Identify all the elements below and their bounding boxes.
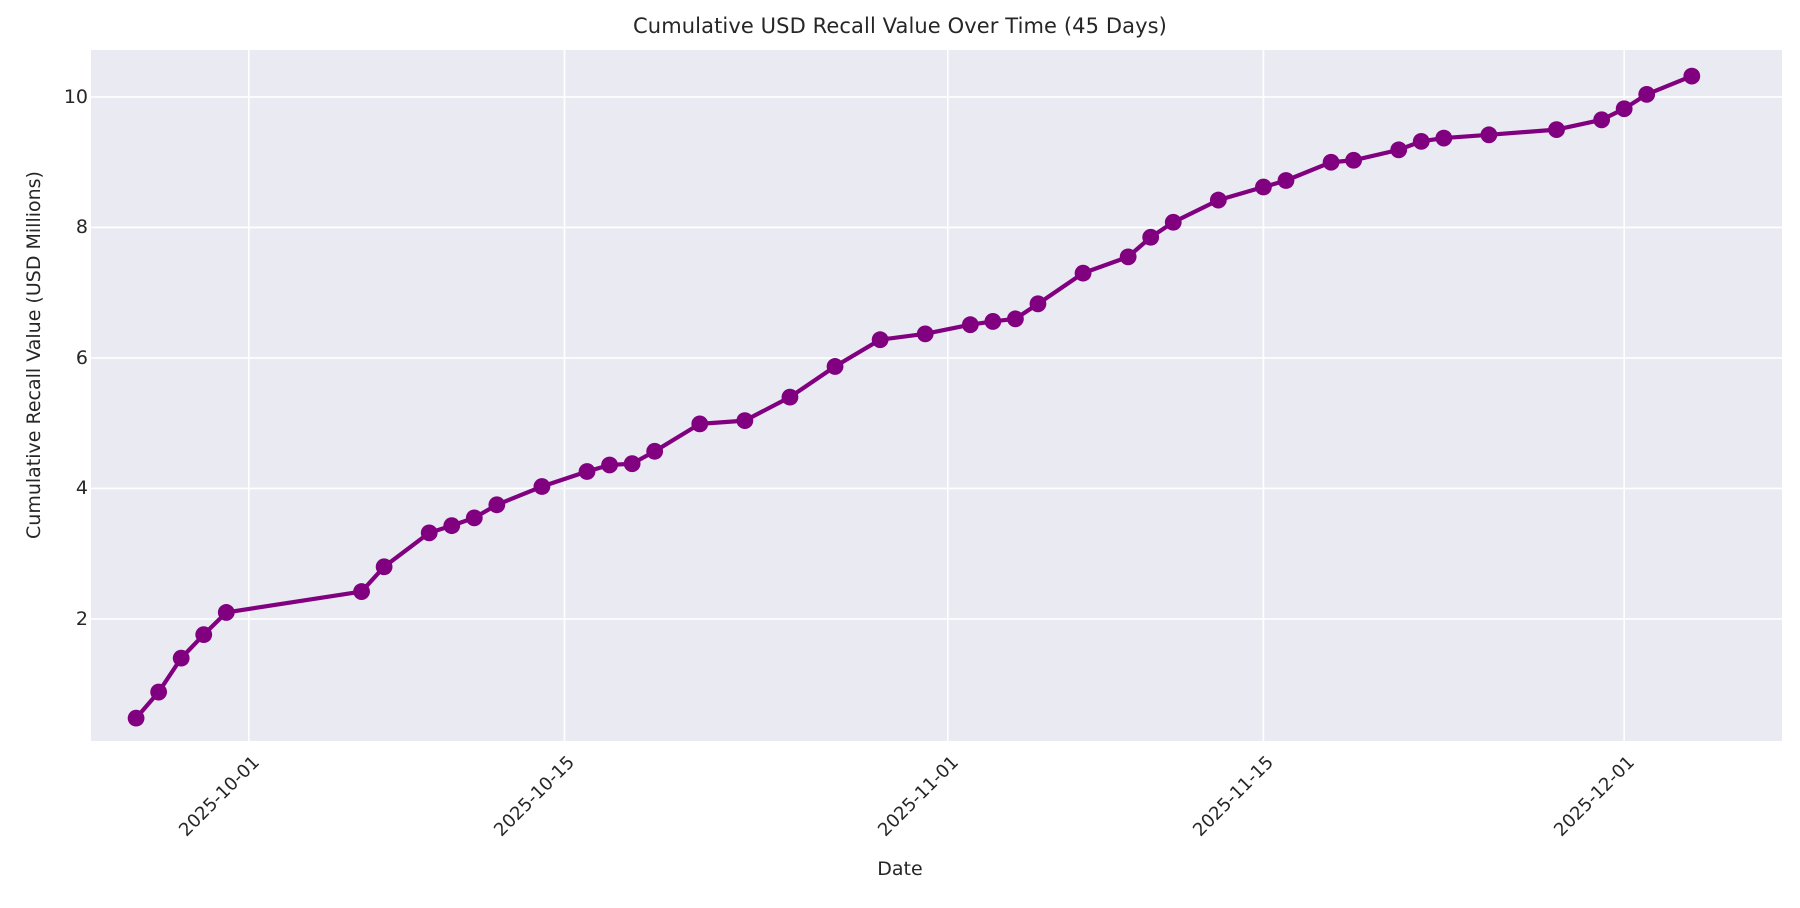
data-point bbox=[488, 496, 506, 514]
data-point bbox=[1142, 228, 1160, 246]
data-point bbox=[1435, 129, 1453, 147]
data-point bbox=[375, 558, 393, 576]
data-point bbox=[1322, 153, 1340, 171]
data-point bbox=[646, 442, 664, 460]
data-point bbox=[916, 325, 934, 343]
x-tick-label: 2025-11-01 bbox=[873, 752, 963, 841]
data-point bbox=[871, 331, 889, 349]
y-tick-label: 8 bbox=[75, 216, 88, 239]
x-tick-label: 2025-11-15 bbox=[1189, 752, 1279, 841]
data-point bbox=[1593, 111, 1611, 129]
y-tick-label: 4 bbox=[75, 477, 88, 500]
data-point bbox=[1390, 141, 1408, 159]
data-point bbox=[150, 683, 168, 701]
data-point bbox=[601, 456, 618, 474]
data-point bbox=[826, 358, 844, 375]
data-point bbox=[1412, 132, 1430, 150]
data-point bbox=[533, 478, 551, 495]
data-point bbox=[353, 583, 370, 600]
data-point bbox=[984, 313, 1002, 330]
data-point bbox=[195, 626, 213, 644]
data-point bbox=[1209, 191, 1227, 209]
plot-area bbox=[91, 50, 1782, 741]
chart-title: Cumulative USD Recall Value Over Time (4… bbox=[633, 14, 1167, 38]
data-point bbox=[1255, 178, 1272, 196]
data-point bbox=[1277, 172, 1295, 189]
data-point bbox=[1007, 310, 1024, 328]
data-point bbox=[1480, 126, 1498, 144]
line-series bbox=[127, 67, 1701, 727]
data-point bbox=[578, 463, 596, 480]
x-tick-label: 2025-12-01 bbox=[1550, 752, 1640, 841]
data-point bbox=[781, 388, 799, 406]
data-point bbox=[1683, 67, 1701, 85]
data-point bbox=[691, 415, 709, 433]
data-point bbox=[1074, 264, 1092, 282]
data-point bbox=[172, 649, 190, 667]
data-point bbox=[1119, 248, 1137, 266]
data-point bbox=[1345, 151, 1363, 169]
y-tick-label: 2 bbox=[75, 607, 88, 630]
data-point bbox=[465, 509, 483, 527]
data-point bbox=[443, 517, 461, 535]
data-point bbox=[1615, 100, 1633, 118]
y-tick-label: 10 bbox=[63, 85, 88, 108]
y-tick-label: 6 bbox=[75, 346, 88, 369]
x-axis-label: Date bbox=[877, 858, 923, 880]
grid-lines bbox=[91, 50, 1782, 741]
data-point bbox=[420, 524, 438, 542]
data-point bbox=[1029, 295, 1047, 313]
x-tick-label: 2025-10-15 bbox=[490, 752, 580, 841]
data-point bbox=[736, 412, 754, 430]
x-tick-label: 2025-10-01 bbox=[174, 752, 264, 841]
data-point bbox=[1164, 213, 1182, 231]
data-point bbox=[1638, 85, 1656, 103]
data-point bbox=[217, 604, 235, 621]
data-point bbox=[623, 455, 641, 473]
y-axis-label: Cumulative Recall Value (USD Millions) bbox=[23, 171, 45, 539]
data-point bbox=[127, 709, 145, 727]
data-point bbox=[961, 316, 979, 334]
data-point bbox=[1548, 121, 1565, 139]
